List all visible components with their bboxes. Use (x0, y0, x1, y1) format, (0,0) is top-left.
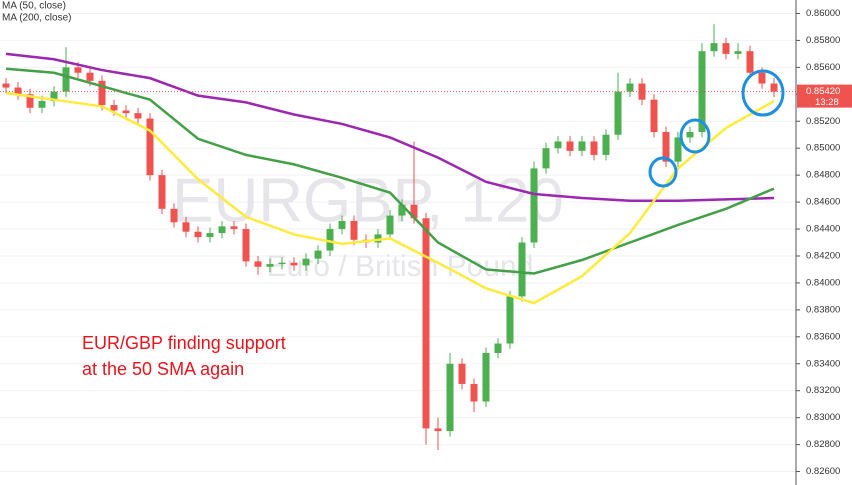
candle-body (254, 261, 262, 267)
watermark: EURGBP, 120 (172, 166, 564, 235)
candle-body (266, 264, 274, 267)
candle-body (590, 141, 598, 155)
candle-body (98, 80, 106, 106)
candle-body (14, 87, 22, 95)
watermark-subtitle: Euro / British Pound (267, 250, 534, 283)
candle-body (134, 113, 142, 119)
y-tick-label: 0.84400 (806, 224, 840, 235)
candle-body (506, 296, 514, 344)
legend-entry: MA (50, close) (2, 1, 66, 12)
y-tick-label: 0.85200 (806, 116, 840, 127)
highlight-circle (648, 156, 678, 188)
candle-body (146, 118, 154, 176)
annotation: EUR/GBP finding support (82, 333, 286, 353)
candle-body (50, 91, 58, 102)
candle-body (482, 352, 490, 402)
y-tick-label: 0.82800 (806, 439, 840, 450)
candle-body (110, 105, 118, 111)
y-tick-label: 0.84200 (806, 250, 840, 261)
candle-body (566, 141, 574, 151)
plot (0, 24, 796, 450)
candle-body (662, 132, 670, 162)
y-tick-label: 0.83600 (806, 331, 840, 342)
candle-body (578, 141, 586, 151)
countdown-label: 13:28 (815, 97, 839, 108)
candle-body (734, 51, 742, 54)
price-axis (796, 0, 852, 485)
current-price-label: 0.85420 (806, 86, 840, 97)
candle-body (326, 229, 334, 251)
candle-body (422, 218, 430, 429)
candle-body (626, 83, 634, 92)
candle-body (446, 363, 454, 432)
candle-body (170, 208, 178, 223)
candle-body (614, 91, 622, 135)
candle-body (218, 226, 226, 234)
candle-body (290, 262, 298, 266)
price-label-box (797, 84, 852, 108)
candle-body (434, 428, 442, 432)
candle-body (350, 220, 358, 240)
candle-body (554, 141, 562, 149)
candle-body (242, 229, 250, 262)
candle-body (722, 43, 730, 54)
y-tick-label: 0.84000 (806, 277, 840, 288)
candle-body (470, 383, 478, 402)
candle-body (230, 226, 238, 230)
candle-body (650, 99, 658, 133)
candle-body (374, 234, 382, 243)
y-tick-label: 0.85600 (806, 62, 840, 73)
candle-body (182, 222, 190, 232)
candle-body (710, 43, 718, 52)
candle-body (206, 233, 214, 238)
candle-body (62, 67, 70, 92)
candle-body (86, 72, 94, 81)
candle-body (410, 204, 418, 219)
candle-body (530, 168, 538, 243)
candle-body (2, 83, 10, 88)
candle-body (398, 204, 406, 216)
y-tick-label: 0.85000 (806, 143, 840, 154)
y-tick-label: 0.83400 (806, 358, 840, 369)
y-tick-label: 0.83200 (806, 385, 840, 396)
legend-entry: MA (200, close) (2, 13, 71, 24)
candle-body (338, 220, 346, 230)
candle-body (302, 258, 310, 266)
candle-body (494, 343, 502, 353)
y-tick-label: 0.83800 (806, 304, 840, 315)
y-tick-label: 0.85800 (806, 35, 840, 46)
ma-line (5, 67, 775, 275)
candle-body (158, 175, 166, 209)
candle-body (674, 137, 682, 162)
candle-body (770, 83, 778, 92)
candle-body (194, 231, 202, 238)
candle-body (542, 148, 550, 169)
y-tick-label: 0.84800 (806, 170, 840, 181)
candle-body (458, 363, 466, 384)
y-tick-label: 0.83000 (806, 412, 840, 423)
candle-body (746, 51, 754, 73)
candle-body (278, 262, 286, 265)
candle-body (26, 94, 34, 108)
highlight-circle (679, 118, 711, 154)
y-tick-label: 0.86000 (806, 8, 840, 19)
ma-line (5, 91, 775, 305)
candle-body (686, 132, 694, 138)
candle-body (602, 134, 610, 155)
candle-body (758, 72, 766, 84)
highlight-circle (741, 69, 785, 117)
candle-body (74, 67, 82, 73)
axis-labels: 0.82600 0.82800 0.83000 0.83200 0.83400 0.836… (796, 8, 852, 477)
y-tick-label: 0.82600 (806, 466, 840, 477)
ma-line (5, 52, 775, 202)
candle-body (518, 242, 526, 297)
annotation: at the 50 SMA again (82, 359, 244, 379)
candle-body (122, 110, 130, 114)
y-tick-label: 0.84600 (806, 197, 840, 208)
candle-body (38, 101, 46, 108)
candle-body (314, 250, 322, 259)
candle-body (386, 215, 394, 235)
